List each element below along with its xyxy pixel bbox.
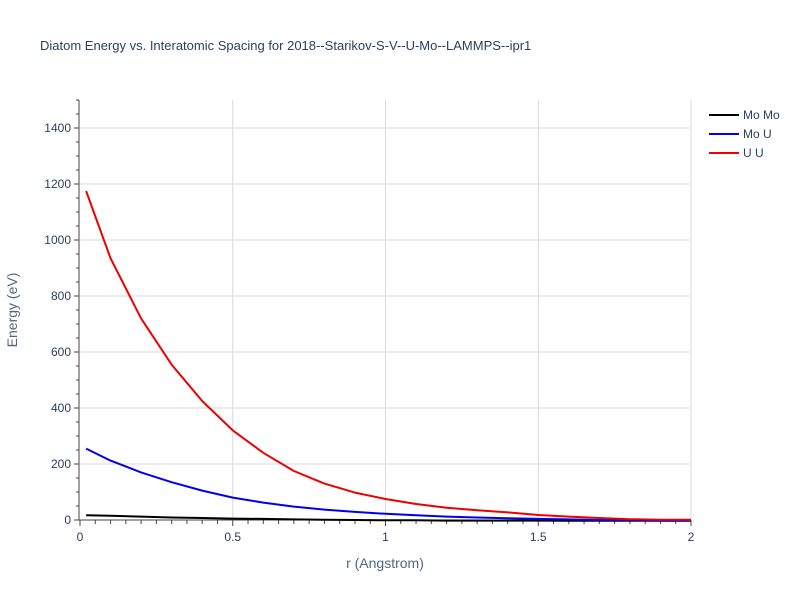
y-axis-title: Energy (eV) (4, 273, 20, 348)
legend-label: Mo U (743, 127, 772, 141)
series-line-u-u (85, 190, 691, 521)
axes: 0 200 400 600 800 1000 1200 1400 0 0.5 1 1.5 2 (44, 99, 695, 544)
y-tick-label: 0 (64, 513, 71, 527)
grid (80, 100, 692, 520)
x-tick-label: 2 (688, 530, 695, 544)
y-tick-label: 1200 (44, 177, 71, 191)
x-tick-label: 0.5 (224, 530, 241, 544)
y-tick-label: 1000 (44, 233, 71, 247)
y-tick-label: 800 (51, 289, 71, 303)
legend[interactable]: Mo Mo Mo U U U (709, 108, 780, 160)
x-tick-label: 1.5 (530, 530, 547, 544)
y-tick-label: 600 (51, 345, 71, 359)
legend-item-u-u[interactable]: U U (709, 146, 764, 160)
y-tick-label: 200 (51, 457, 71, 471)
y-tick-label: 1400 (44, 121, 71, 135)
legend-label: Mo Mo (743, 108, 780, 122)
legend-item-mo-mo[interactable]: Mo Mo (709, 108, 780, 122)
series-line-mo-u (85, 447, 691, 522)
x-tick-label: 1 (382, 530, 389, 544)
legend-item-mo-u[interactable]: Mo U (709, 127, 772, 141)
plot-area (85, 190, 691, 522)
chart-title: Diatom Energy vs. Interatomic Spacing fo… (40, 38, 531, 53)
x-axis-title: r (Angstrom) (346, 555, 424, 571)
x-tick-label: 0 (77, 530, 84, 544)
y-tick-label: 400 (51, 401, 71, 415)
legend-label: U U (743, 146, 764, 160)
